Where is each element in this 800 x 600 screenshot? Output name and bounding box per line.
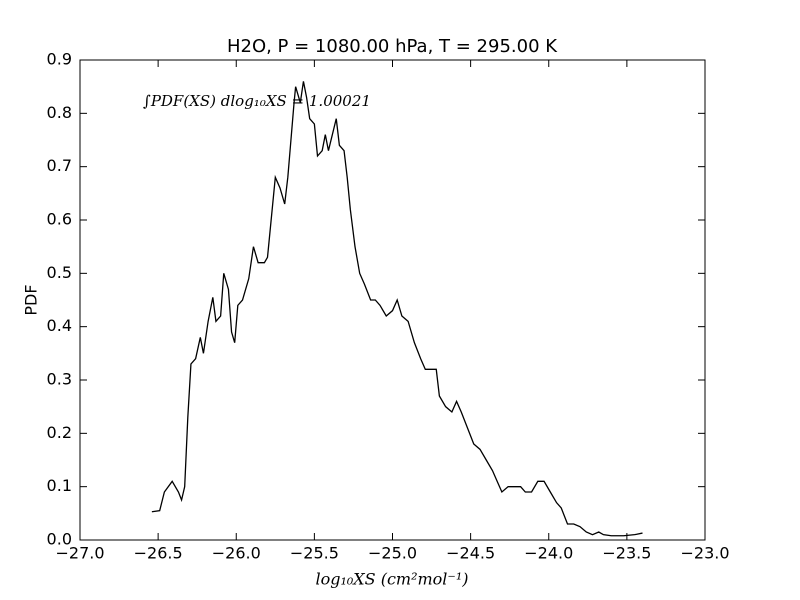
x-tick-label: −23.5	[602, 544, 651, 563]
chart-title: H2O, P = 1080.00 hPa, T = 295.00 K	[227, 36, 558, 57]
x-tick-label: −24.5	[446, 544, 495, 563]
y-tick-label: 0.1	[47, 476, 72, 495]
y-tick-label: 0.0	[47, 530, 72, 549]
x-tick-label: −26.0	[212, 544, 261, 563]
x-tick-label: −26.5	[134, 544, 183, 563]
data-line	[151, 81, 643, 537]
y-axis-label: PDF	[22, 284, 41, 315]
y-tick-label: 0.4	[47, 316, 72, 335]
x-tick-label: −27.0	[55, 544, 104, 563]
x-tick-label: −23.0	[680, 544, 729, 563]
y-tick-label: 0.8	[47, 103, 72, 122]
x-axis-label: log₁₀XS (cm²mol⁻¹)	[315, 570, 468, 589]
plot-frame	[79, 59, 706, 541]
x-tick-label: −25.5	[290, 544, 339, 563]
y-tick-label: 0.3	[47, 370, 72, 389]
y-tick-label: 0.5	[47, 263, 72, 282]
x-tick-label: −25.0	[368, 544, 417, 563]
y-tick-label: 0.7	[47, 156, 72, 175]
annotation: ∫PDF(XS) dlog₁₀XS = 1.00021	[143, 92, 371, 110]
y-tick-label: 0.9	[47, 50, 72, 69]
x-tick-label: −24.0	[524, 544, 573, 563]
y-tick-label: 0.6	[47, 210, 72, 229]
y-tick-label: 0.2	[47, 423, 72, 442]
